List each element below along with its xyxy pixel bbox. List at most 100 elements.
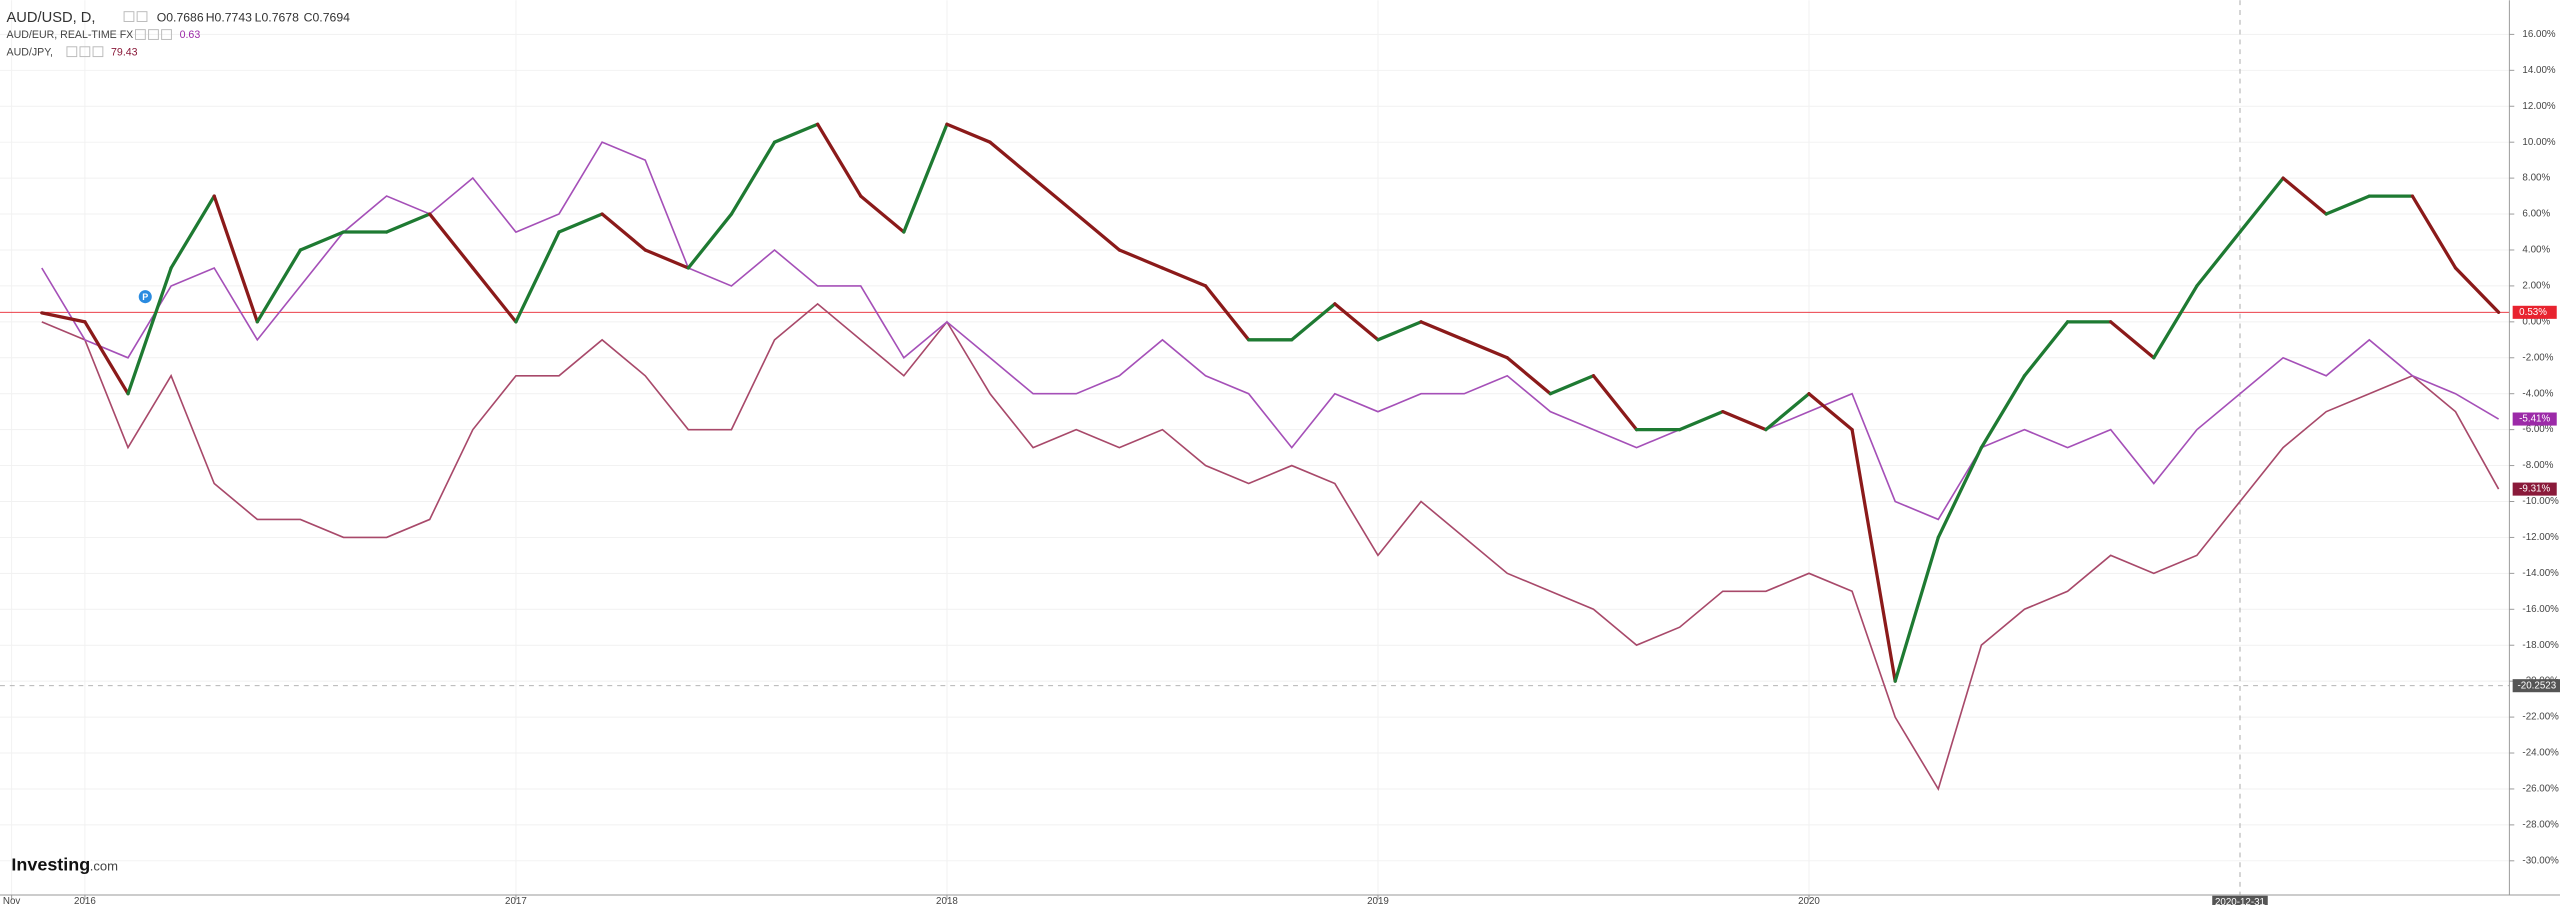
icon xyxy=(135,29,146,40)
price-segment xyxy=(772,122,820,144)
icon xyxy=(66,46,78,58)
price-segment xyxy=(2152,284,2199,360)
series-line xyxy=(41,302,2500,791)
ohlc: O0.7686 xyxy=(157,10,204,24)
icon xyxy=(136,11,148,22)
value-label-box xyxy=(2512,412,2557,426)
y-tick-label: -28.00% xyxy=(2522,819,2559,830)
ohlc: L0.7678 xyxy=(255,10,299,24)
event-marker-label: P xyxy=(142,292,148,302)
price-segment xyxy=(1333,302,1380,342)
price-segment xyxy=(816,122,863,198)
price-segment xyxy=(2453,266,2501,314)
y-tick-label: -2.00% xyxy=(2522,352,2553,363)
price-segment xyxy=(384,212,432,234)
y-tick-label: -10.00% xyxy=(2522,496,2559,507)
price-segment xyxy=(83,320,130,396)
value-label: 0.53% xyxy=(2519,307,2547,318)
y-tick-label: 16.00% xyxy=(2522,29,2555,40)
value-label: -5.41% xyxy=(2519,414,2550,425)
value-label-box xyxy=(2512,305,2557,319)
price-segment xyxy=(1850,428,1897,683)
series-name: AUD/EUR, REAL-TIME FX xyxy=(7,29,134,41)
price-segment xyxy=(2281,176,2328,216)
icon xyxy=(148,29,159,40)
last-price: 79.43 xyxy=(111,46,138,58)
event-marker xyxy=(138,290,152,304)
crosshair-label: -20.2523 xyxy=(2518,680,2557,691)
y-tick-label: 14.00% xyxy=(2522,65,2555,76)
y-tick-label: -22.00% xyxy=(2522,712,2559,723)
price-segment xyxy=(988,140,1035,180)
y-tick-label: 4.00% xyxy=(2522,245,2550,256)
y-tick-label: -8.00% xyxy=(2522,460,2553,471)
x-tick-label: 2018 xyxy=(936,896,958,905)
price-segment xyxy=(1721,410,1768,432)
price-segment xyxy=(643,248,690,270)
price-segment xyxy=(40,311,87,324)
icon xyxy=(92,46,104,58)
y-tick-label: 12.00% xyxy=(2522,101,2555,112)
price-segment xyxy=(255,248,303,324)
price-segment xyxy=(1678,410,1725,432)
price-segment xyxy=(2022,320,2070,378)
price-segment xyxy=(1979,374,2027,450)
y-tick-label: -26.00% xyxy=(2522,784,2559,795)
price-segment xyxy=(212,194,259,324)
price-segment xyxy=(1462,338,1509,360)
price-segment xyxy=(1893,535,1940,683)
crosshair-label-box xyxy=(2512,679,2560,693)
ohlc: C0.7694 xyxy=(304,10,350,24)
y-tick-label: -24.00% xyxy=(2522,748,2559,759)
value-label-box xyxy=(2512,482,2557,496)
icon xyxy=(123,11,135,22)
ohlc: H0.7743 xyxy=(206,10,252,24)
price-segment xyxy=(1203,284,1251,342)
last-price: 0.63 xyxy=(180,29,201,41)
price-segment xyxy=(2410,194,2458,270)
series-name: AUD/JPY, xyxy=(7,46,53,58)
y-tick-label: -18.00% xyxy=(2522,640,2559,651)
y-tick-label: 6.00% xyxy=(2522,209,2550,220)
price-segment xyxy=(1290,302,1337,342)
price-segment xyxy=(1807,392,1854,432)
price-segment xyxy=(600,212,647,252)
price-segment xyxy=(1419,320,1466,342)
price-segment xyxy=(1074,212,1121,252)
y-tick-label: -4.00% xyxy=(2522,388,2553,399)
x-tick-label: 2016 xyxy=(74,896,96,905)
price-segment xyxy=(859,194,906,234)
price-segment xyxy=(1548,374,1596,396)
crosshair-label-box xyxy=(2212,895,2268,905)
icon xyxy=(161,29,172,40)
price-segment xyxy=(1031,176,1078,216)
x-tick-label: 2017 xyxy=(505,896,527,905)
crosshair-label: 2020-12-31 xyxy=(2215,897,2265,905)
y-tick-label: -30.00% xyxy=(2522,855,2559,866)
y-tick-label: 8.00% xyxy=(2522,173,2550,184)
price-segment xyxy=(2109,320,2156,360)
price-segment xyxy=(1117,248,1165,270)
price-segment xyxy=(2238,176,2285,234)
y-tick-label: -12.00% xyxy=(2522,532,2559,543)
price-segment xyxy=(428,212,475,270)
y-tick-label: -16.00% xyxy=(2522,604,2559,615)
series-line xyxy=(41,141,2500,521)
plot: P xyxy=(0,0,2510,895)
price-segment xyxy=(686,212,734,270)
price-segment xyxy=(1505,356,1553,396)
price-segment xyxy=(169,194,216,270)
y-tick-label: -6.00% xyxy=(2522,424,2553,435)
price-segment xyxy=(2195,230,2242,288)
price-segment xyxy=(902,122,949,234)
y-tick-label: 10.00% xyxy=(2522,137,2555,148)
logo: Investing xyxy=(11,854,90,874)
x-tick-label: 2019 xyxy=(1367,896,1389,905)
price-segment xyxy=(945,122,992,144)
icon xyxy=(79,46,91,58)
price-segment xyxy=(126,266,173,396)
x-tick-label: Nov xyxy=(3,896,21,905)
price-segment xyxy=(514,230,561,324)
